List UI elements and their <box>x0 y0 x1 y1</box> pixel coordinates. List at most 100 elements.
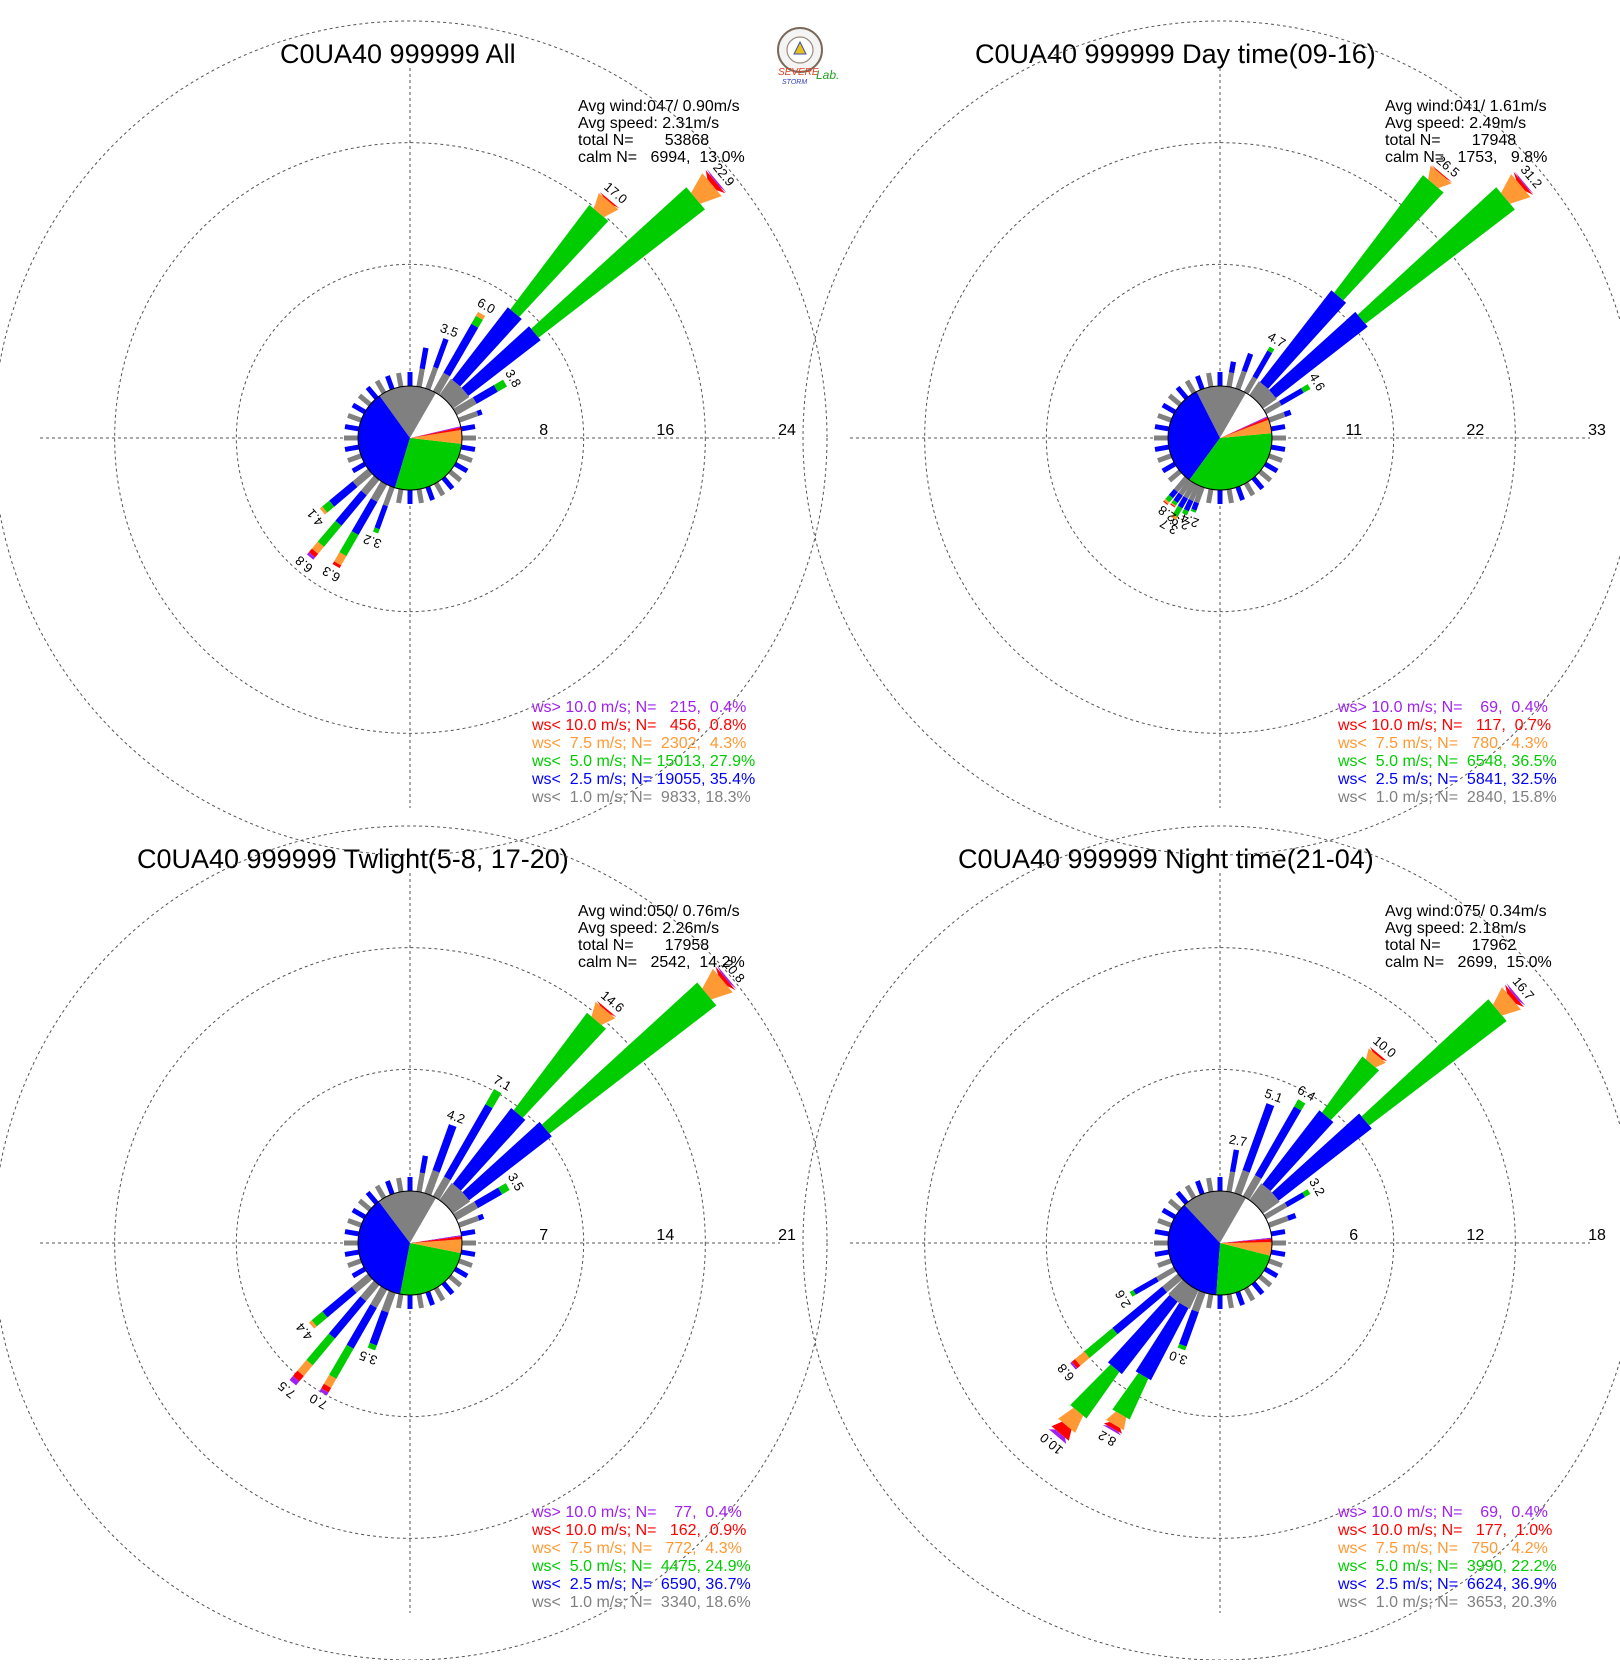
direction-tick <box>1154 444 1170 452</box>
bar-segment-blue <box>1183 499 1194 512</box>
bar-segment-blue <box>329 481 358 507</box>
bar-segment-red <box>1051 1421 1072 1441</box>
bar-segment-gray <box>360 1280 380 1302</box>
ring-label: 12 <box>1466 1227 1484 1244</box>
direction-tick <box>453 461 469 474</box>
bar-segment-gray <box>1267 412 1286 423</box>
direction-tick <box>407 1177 413 1191</box>
info-line: total N= 53868 <box>578 132 709 149</box>
bar-segment-blue <box>1262 1110 1334 1192</box>
direction-tick <box>1175 385 1189 400</box>
bar-segment-blue <box>472 385 498 404</box>
windrose-panel-4: C0UA40 999999 Night time(21-04) 6 12 18 2.7 5… <box>802 825 1620 1661</box>
direction-tick <box>396 1293 404 1309</box>
ring-label: 33 <box>1588 422 1606 439</box>
legend-entry-lt75: ws< 7.5 m/s; N= 780, 4.3% <box>1337 735 1548 752</box>
bar-segment-blue <box>452 307 522 387</box>
pie-slice-lt25 <box>357 1201 410 1295</box>
bar-value-label: 3.5 <box>438 320 460 340</box>
pie-slice-lt75 <box>1220 1242 1272 1256</box>
direction-tick <box>460 1249 476 1257</box>
bar-segment-blue <box>1269 311 1368 398</box>
bar-segment-orange <box>475 311 486 320</box>
direction-tick <box>351 402 367 415</box>
bar-segment-gray <box>439 1182 463 1207</box>
bar-segment-red <box>1513 171 1534 196</box>
direction-tick <box>1161 1207 1177 1220</box>
direction-tick <box>365 1190 379 1205</box>
direction-tick <box>344 444 360 452</box>
bar-segment-gray <box>1242 1174 1262 1200</box>
bar-segment-blue <box>419 347 429 370</box>
bar-segment-purple <box>1048 1429 1067 1444</box>
bar-segment-purple <box>1102 1425 1121 1436</box>
bar-segment-green <box>1171 499 1178 506</box>
bar-segment-gray <box>457 410 479 423</box>
bar-segment-blue <box>1271 1113 1372 1201</box>
bar-segment-green <box>513 1012 606 1118</box>
panel-title: C0UA40 999999 All <box>280 39 516 69</box>
bar-value-label: 5.1 <box>1263 1086 1285 1106</box>
direction-tick <box>396 372 404 388</box>
ring-label: 18 <box>1588 1227 1606 1244</box>
ring-label: 8 <box>539 422 548 439</box>
direction-tick <box>407 372 413 386</box>
bar-segment-orange <box>691 173 722 204</box>
pie-slice-calm <box>1220 392 1268 438</box>
bar-segment-gray <box>1191 1290 1206 1313</box>
pie-slice-lt10 <box>410 1236 462 1243</box>
bar-segment-green <box>1084 1328 1118 1358</box>
bar-segment-green <box>485 1088 502 1109</box>
info-line: Avg wind:047/ 0.90m/s <box>578 98 740 115</box>
bar-segment-gray <box>1156 1266 1177 1282</box>
direction-tick <box>396 1177 404 1193</box>
bar-value-label: 2.7 <box>1228 1132 1248 1150</box>
direction-tick <box>1157 1218 1172 1228</box>
bar-segment-blue <box>1287 1212 1297 1221</box>
bar-segment-green <box>498 1183 510 1195</box>
pie-slice-lt10 <box>410 427 462 438</box>
legend-entry-lt75: ws< 7.5 m/s; N= 772, 4.3% <box>531 1540 742 1557</box>
bar-segment-purple <box>1506 983 1526 1006</box>
direction-tick <box>344 1249 360 1257</box>
ring-label: 22 <box>1466 422 1484 439</box>
bar-segment-blue <box>432 1124 457 1173</box>
bar-segment-gray <box>439 378 462 402</box>
direction-tick <box>1161 461 1177 474</box>
bar-segment-red <box>1103 1421 1122 1434</box>
direction-tick <box>1258 1274 1273 1288</box>
range-ring <box>924 142 1516 734</box>
direction-tick <box>1206 1293 1214 1309</box>
bar-segment-blue <box>1228 361 1237 374</box>
bar-segment-blue <box>433 338 449 369</box>
bar-segment-gray <box>424 1169 440 1196</box>
direction-tick <box>1157 413 1172 423</box>
bar-segment-blue <box>462 1121 552 1201</box>
direction-tick <box>344 1240 358 1246</box>
info-line: Avg wind:050/ 0.76m/s <box>578 903 740 920</box>
bar-segment-gray <box>446 386 470 409</box>
bar-segment-gray <box>1235 370 1247 391</box>
info-line: calm N= 2699, 15.0% <box>1385 954 1552 971</box>
ring-label: 7 <box>539 1227 548 1244</box>
bar-segment-gray <box>1194 485 1205 504</box>
direction-tick <box>448 1274 463 1288</box>
legend-entry-gt10: ws> 10.0 m/s; N= 77, 0.4% <box>531 1504 742 1521</box>
bar-value-label: 3.5 <box>357 1348 379 1368</box>
bar-value-label: 3.2 <box>361 531 383 551</box>
bar-segment-blue <box>1177 496 1188 509</box>
pie-slice-lt10calm <box>378 1191 436 1243</box>
direction-tick <box>347 1218 362 1228</box>
range-ring <box>114 142 706 734</box>
pie-slice-calm <box>410 392 461 438</box>
pie-slice-lt25 <box>1168 391 1220 481</box>
legend-entry-lt50: ws< 5.0 m/s; N= 3990, 22.2% <box>1337 1558 1557 1575</box>
bar-segment-orange <box>1170 502 1176 507</box>
bar-segment-blue <box>419 1155 429 1174</box>
direction-tick <box>1251 1281 1265 1296</box>
pie-slice-gt10 <box>410 1234 462 1243</box>
bar-segment-orange <box>1365 1048 1386 1068</box>
bar-segment-blue <box>328 1296 367 1339</box>
panel-title: C0UA40 999999 Twlight(5-8, 17-20) <box>137 844 569 874</box>
bar-segment-blue <box>1284 1192 1306 1208</box>
